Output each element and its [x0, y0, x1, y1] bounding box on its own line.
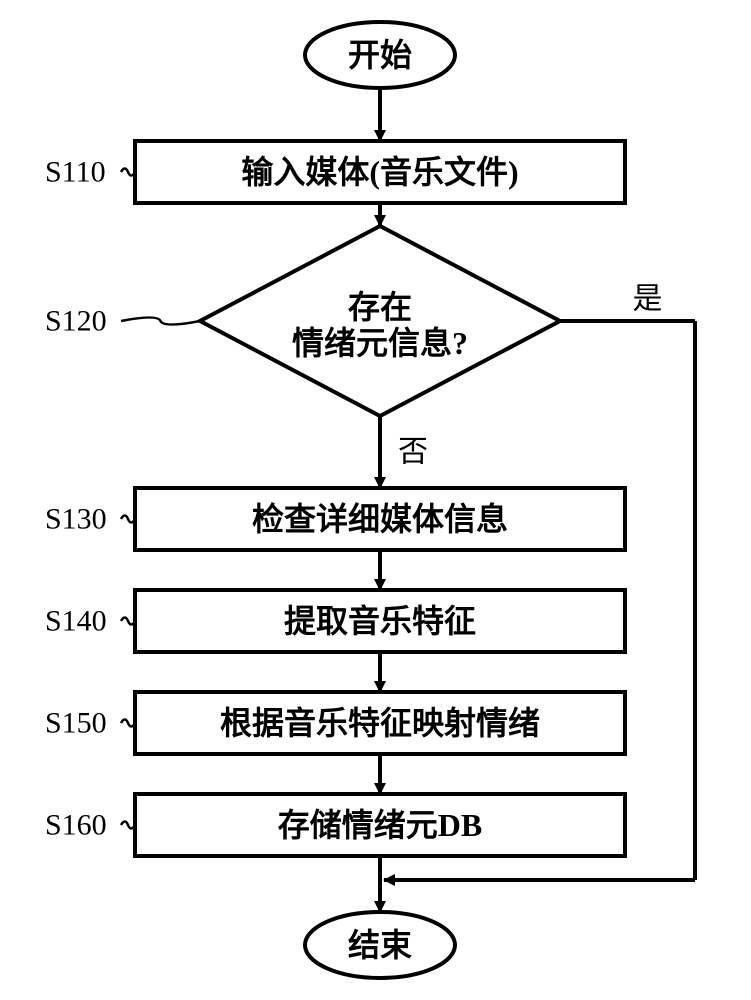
- branch-label-yes: 是: [633, 283, 663, 316]
- step-label-S120: S120: [45, 305, 107, 338]
- decision-S120: 存在情绪元信息? S120: [45, 226, 560, 416]
- svg-text:输入媒体(音乐文件): 输入媒体(音乐文件): [241, 154, 518, 190]
- terminator-start: 开始: [305, 22, 455, 88]
- process-S110: 输入媒体(音乐文件) S110: [45, 141, 625, 203]
- svg-text:开始: 开始: [348, 37, 412, 73]
- process-S150: 根据音乐特征映射情绪 S150: [45, 692, 625, 754]
- step-label-S160: S160: [45, 809, 107, 842]
- svg-text:存储情绪元DB: 存储情绪元DB: [278, 807, 482, 843]
- svg-text:存在: 存在: [348, 289, 412, 325]
- svg-text:检查详细媒体信息: 检查详细媒体信息: [252, 501, 508, 537]
- svg-text:结束: 结束: [348, 927, 412, 963]
- step-label-S150: S150: [45, 707, 107, 740]
- svg-text:情绪元信息?: 情绪元信息?: [292, 325, 468, 361]
- step-label-S140: S140: [45, 605, 107, 638]
- branch-label-no: 否: [398, 436, 428, 469]
- process-S140: 提取音乐特征 S140: [45, 590, 625, 652]
- process-S160: 存储情绪元DB S160: [45, 794, 625, 856]
- svg-text:提取音乐特征: 提取音乐特征: [284, 603, 476, 639]
- svg-text:根据音乐特征映射情绪: 根据音乐特征映射情绪: [220, 705, 540, 741]
- flowchart-canvas: 开始输入媒体(音乐文件) S110 检查详细媒体信息 S130 提取音乐特征 S140 根据…: [0, 0, 751, 1000]
- step-label-S110: S110: [45, 156, 106, 189]
- process-S130: 检查详细媒体信息 S130: [45, 488, 625, 550]
- terminator-end: 结束: [305, 912, 455, 978]
- step-label-S130: S130: [45, 503, 107, 536]
